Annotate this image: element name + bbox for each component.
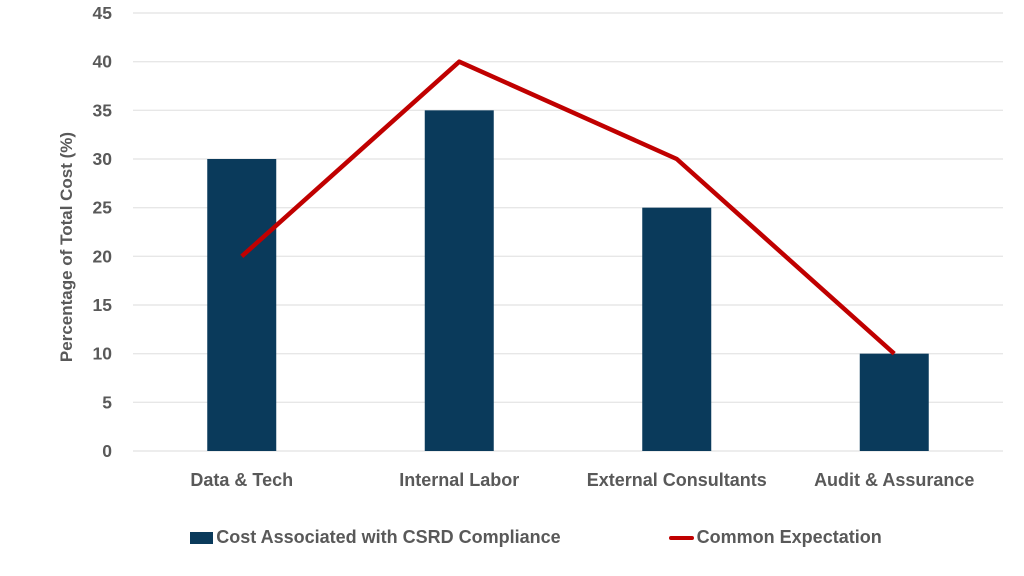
y-tick-label: 45 [93,3,113,23]
legend: Cost Associated with CSRD Compliance Com… [0,527,1024,548]
x-category-label: Internal Labor [399,470,519,490]
bar [424,110,494,451]
legend-item-line-series: Common Expectation [668,527,882,548]
y-tick-label: 5 [102,392,112,412]
y-tick-label: 25 [93,198,113,218]
y-axis-title: Percentage of Total Cost (%) [57,131,76,363]
bar-series-swatch-icon [190,531,214,544]
y-tick-label: 15 [93,295,113,315]
expectation-line [240,59,896,356]
x-category-label: Data & Tech [190,470,293,490]
legend-label-line-series: Common Expectation [696,527,882,547]
legend-item-bar-series: Cost Associated with CSRD Compliance [190,527,561,548]
legend-label-bar-series: Cost Associated with CSRD Compliance [216,527,561,547]
y-tick-label: 35 [93,100,113,120]
y-tick-label: 20 [93,246,113,266]
line-series-swatch-icon [668,535,694,540]
bar [207,159,277,451]
y-tick-label: 30 [93,149,113,169]
y-tick-label: 40 [93,52,113,72]
y-tick-label: 10 [93,344,113,364]
y-tick-label: 0 [102,441,112,461]
bar [642,207,712,451]
x-category-label: Audit & Assurance [814,470,974,490]
x-category-label: External Consultants [587,470,767,490]
bar [859,353,929,451]
